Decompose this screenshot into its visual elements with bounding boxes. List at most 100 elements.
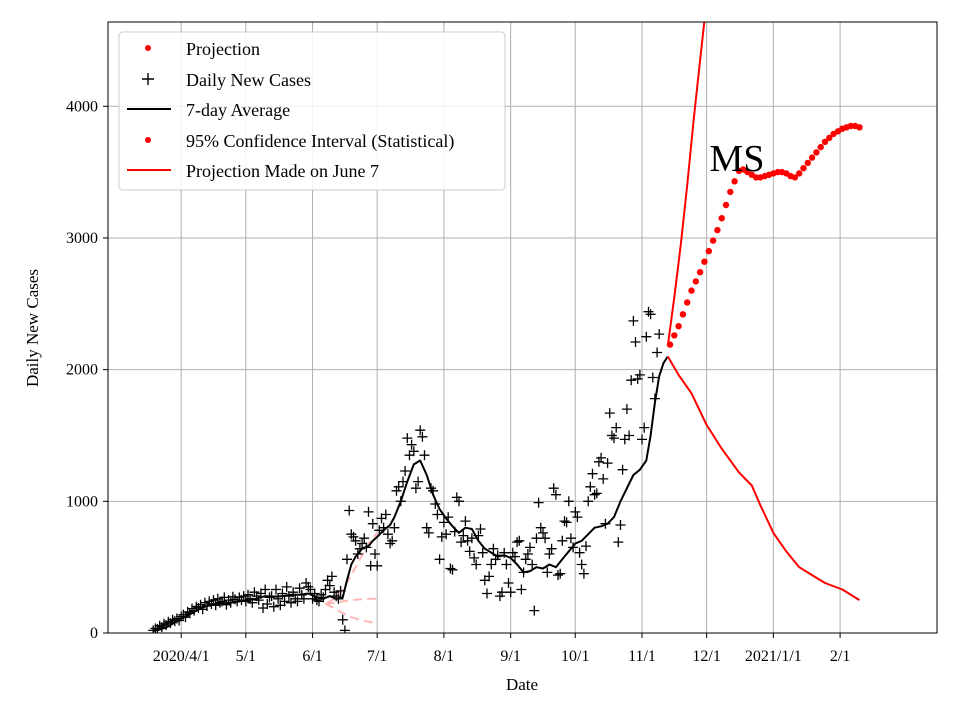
x-tick-label: 2021/1/1	[745, 648, 802, 665]
data-point	[600, 518, 611, 529]
data-point	[298, 593, 309, 604]
data-point	[363, 506, 374, 517]
projection-point	[813, 149, 820, 156]
data-point	[294, 583, 305, 594]
projection-point	[731, 178, 738, 185]
data-point	[370, 549, 380, 559]
series-95-confidence-interval-statistical	[666, 355, 861, 601]
data-point	[576, 559, 587, 570]
projection-point	[666, 341, 674, 348]
data-point	[374, 525, 385, 536]
data-layer	[148, 22, 863, 633]
series-line	[666, 22, 706, 347]
legend-label: Projection Made on June 7	[186, 161, 379, 181]
data-point	[380, 509, 391, 520]
projection-point	[727, 188, 734, 196]
data-point	[408, 446, 419, 457]
data-point	[251, 591, 262, 602]
data-point	[449, 526, 460, 537]
data-point	[273, 593, 284, 604]
data-point	[346, 529, 357, 540]
data-point	[512, 537, 523, 548]
series-june-7-confidence-band-upper	[324, 532, 378, 605]
legend-entry-daily-new-cases: Daily New Cases	[142, 70, 311, 90]
y-tick-label: 1000	[66, 493, 98, 510]
projection-point	[692, 278, 699, 285]
data-point	[290, 593, 301, 604]
data-point	[585, 481, 596, 492]
state-annotation: MS	[710, 138, 765, 180]
data-point	[471, 559, 482, 570]
data-point	[432, 509, 443, 520]
data-point	[637, 434, 647, 445]
data-point	[555, 568, 566, 579]
data-point	[529, 605, 540, 616]
data-point	[350, 535, 361, 546]
x-tick-label: 6/1	[302, 648, 322, 665]
projection-point	[718, 215, 725, 222]
data-point	[518, 567, 529, 578]
data-point	[568, 542, 579, 553]
data-point	[159, 618, 169, 629]
data-point	[264, 592, 275, 603]
legend-entry-7-day-average: 7-day Average	[127, 100, 290, 120]
data-point	[378, 522, 389, 533]
legend-box	[118, 31, 506, 191]
data-point	[466, 533, 477, 544]
legend-marker-plus	[142, 73, 154, 85]
data-point	[171, 613, 182, 624]
x-tick-label: 11/1	[628, 648, 656, 665]
data-point	[591, 488, 602, 499]
data-point	[462, 535, 473, 546]
data-point	[645, 309, 656, 320]
data-point	[303, 581, 314, 592]
data-point	[309, 588, 320, 599]
data-point	[359, 533, 370, 544]
plot-frame	[107, 21, 938, 634]
data-point	[410, 483, 421, 494]
data-point	[621, 404, 632, 415]
x-axis-label: Date	[506, 675, 538, 694]
series-7-day-average	[152, 355, 669, 632]
data-point	[531, 533, 542, 544]
data-point	[413, 476, 424, 487]
x-tick-label: 5/1	[236, 648, 256, 665]
data-point	[510, 551, 520, 562]
data-point	[326, 571, 337, 582]
data-point	[456, 537, 467, 548]
data-point	[522, 549, 533, 559]
data-point	[527, 559, 538, 570]
projection-point	[856, 124, 863, 131]
data-point	[514, 535, 525, 546]
data-point	[438, 517, 449, 528]
data-point	[389, 522, 400, 533]
data-point	[240, 596, 251, 607]
data-point	[406, 439, 417, 450]
y-axis-label: Daily New Cases	[23, 269, 42, 387]
data-point	[469, 552, 480, 563]
series-line	[666, 355, 861, 601]
x-tick-label: 7/1	[367, 648, 387, 665]
y-tick-label: 4000	[66, 98, 98, 115]
data-point	[639, 422, 650, 433]
projection-point	[671, 332, 678, 339]
legend-marker-red-dot	[145, 137, 151, 143]
data-point	[490, 554, 501, 565]
series-projection-made-on-june-7	[666, 22, 706, 347]
data-point	[475, 524, 486, 534]
data-point	[195, 599, 206, 610]
data-point	[367, 518, 378, 529]
projection-point	[821, 138, 829, 145]
data-point	[385, 538, 396, 549]
data-point	[238, 591, 249, 602]
data-point	[318, 592, 329, 603]
data-point	[550, 489, 561, 500]
data-point	[441, 529, 452, 540]
data-point	[148, 625, 159, 633]
data-point	[546, 543, 557, 554]
data-point	[314, 596, 324, 607]
data-point	[503, 578, 514, 588]
series-line	[324, 532, 378, 605]
data-point	[559, 516, 570, 527]
